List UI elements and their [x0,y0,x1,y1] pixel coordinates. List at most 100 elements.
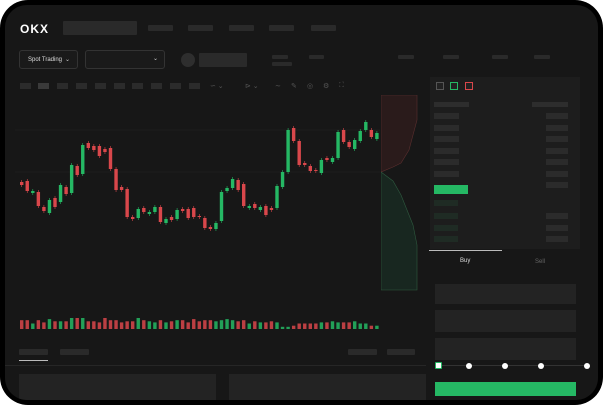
bid-size [546,236,568,242]
bid-size [546,225,568,231]
volume-bar [20,320,24,329]
timeframe-button[interactable] [95,83,106,89]
market-dropdown[interactable]: Spot Trading ⌄ [19,50,78,69]
tab-open-orders[interactable] [19,349,48,355]
ask-size [546,171,568,177]
nav-item[interactable] [229,25,254,31]
candle [197,216,201,217]
candle [31,191,35,193]
ask-price [434,171,459,177]
candle [353,140,357,149]
volume-bar [358,323,362,329]
candle [319,160,324,173]
volume-bar [42,322,46,329]
nav-item[interactable] [311,25,336,31]
candle [253,204,257,208]
timeframe-button-active[interactable] [38,83,49,89]
ask-price [434,136,459,142]
timeframe-button[interactable] [170,83,181,89]
assets-panel [229,374,426,400]
chart-type-icon[interactable]: ∽ ⌄ [210,83,224,90]
filter-button[interactable] [387,349,415,355]
total-input[interactable] [435,338,576,360]
candle [214,223,218,229]
volume-bar [97,322,102,329]
buy-submit-button[interactable] [435,382,576,396]
price-input[interactable] [435,284,576,304]
timeframe-button[interactable] [76,83,87,89]
candle [242,184,246,206]
candle [36,192,41,206]
pair-dropdown[interactable]: ⌄ [85,50,165,69]
settings-icon[interactable]: ⚙ [323,83,330,90]
slider-step-100[interactable] [584,363,590,369]
volume-bar [275,322,279,329]
amount-input[interactable] [435,310,576,332]
candle [147,212,152,214]
tab-order-history[interactable] [60,349,89,355]
tab-sell[interactable]: Sell [535,259,546,265]
candle [275,186,279,208]
slider-step-25[interactable] [466,363,472,369]
volume-bar [219,320,224,329]
candlestick-chart[interactable] [5,93,385,333]
tab-buy[interactable]: Buy [460,258,471,264]
timeframe-button[interactable] [20,83,31,89]
slider-handle[interactable] [435,362,442,369]
candle [291,128,296,141]
volume-bar [319,322,324,329]
candle [280,172,285,187]
slider-track[interactable] [440,365,587,366]
volume-bar [253,321,257,329]
book-bids-icon[interactable] [450,82,458,90]
candle [42,207,46,211]
coin-avatar [181,53,195,67]
candle [103,149,107,152]
volume-bar [186,322,190,329]
fullscreen-icon[interactable]: ⛶ [339,82,344,89]
slider-step-50[interactable] [502,363,508,369]
ask-size [546,182,568,188]
nav-item[interactable] [188,25,213,31]
timeframe-button[interactable] [132,83,143,89]
stat-label [309,55,324,59]
search-placeholder[interactable] [63,21,137,35]
candle [20,182,24,185]
candle [358,131,362,141]
last-price [434,185,468,194]
timeframe-button[interactable] [114,83,125,89]
volume-bar [269,321,274,329]
candle [169,217,174,220]
timeframe-button[interactable] [57,83,68,89]
volume-bar [153,322,157,329]
line-tool-icon[interactable]: ∼ [275,83,281,90]
ask-price [434,113,459,119]
volume-bar [86,321,90,329]
candle [325,158,329,160]
depth-chart [381,95,418,291]
book-header [532,102,568,107]
nav-item[interactable] [269,25,294,31]
book-both-icon[interactable] [436,82,444,90]
candle [236,180,240,190]
timeframe-button[interactable] [151,83,162,89]
bid-price [434,213,458,219]
candle [286,130,290,172]
camera-icon[interactable]: ◎ [307,83,314,90]
candle [158,207,163,222]
filter-button[interactable] [348,349,377,355]
volume-bar [330,321,335,329]
pencil-icon[interactable]: ✎ [291,83,297,90]
book-header [434,102,469,107]
book-asks-icon[interactable] [465,82,473,90]
volume-bar [375,325,379,329]
volume-bar [369,325,374,329]
indicator-icon[interactable]: ⊳ ⌄ [245,83,259,90]
candle [75,166,79,175]
timeframe-button[interactable] [189,83,200,89]
volume-bar [214,321,218,329]
nav-item[interactable] [148,25,173,31]
slider-step-75[interactable] [538,363,544,369]
okx-logo[interactable]: OKX [20,22,50,36]
